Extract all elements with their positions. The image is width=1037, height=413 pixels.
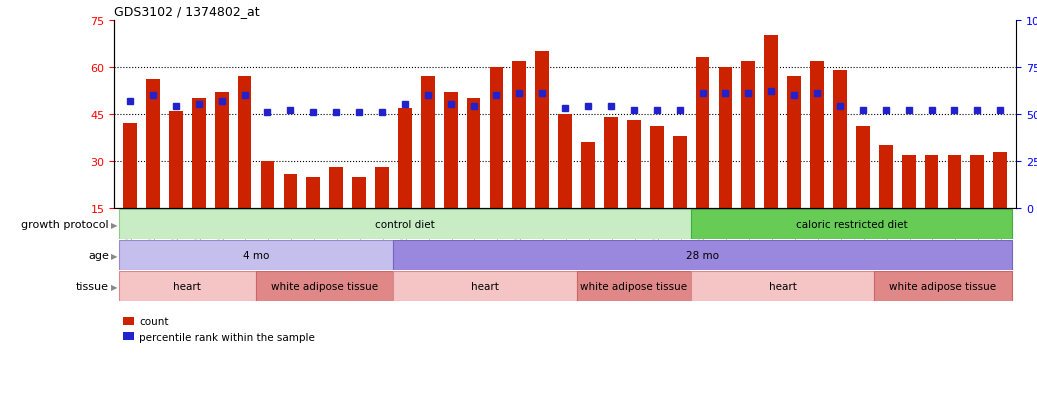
- Text: control diet: control diet: [375, 220, 435, 230]
- Text: GDS3102 / 1374802_at: GDS3102 / 1374802_at: [114, 5, 259, 18]
- Bar: [558, 114, 572, 256]
- Bar: [444, 93, 457, 256]
- Text: 4 mo: 4 mo: [243, 251, 270, 261]
- Bar: [719, 68, 732, 256]
- Text: heart: heart: [768, 282, 796, 292]
- Bar: [330, 168, 343, 256]
- Bar: [925, 155, 938, 256]
- Text: heart: heart: [471, 282, 499, 292]
- Bar: [306, 177, 320, 256]
- Bar: [353, 177, 366, 256]
- Bar: [260, 161, 275, 256]
- Bar: [787, 77, 801, 256]
- Bar: [764, 36, 778, 256]
- Bar: [393, 241, 1012, 271]
- Bar: [879, 146, 893, 256]
- Bar: [123, 124, 137, 256]
- Bar: [118, 210, 691, 240]
- Bar: [283, 174, 298, 256]
- Bar: [993, 152, 1007, 256]
- Bar: [581, 143, 595, 256]
- Text: ▶: ▶: [111, 251, 117, 260]
- Bar: [902, 155, 916, 256]
- Bar: [375, 168, 389, 256]
- Bar: [673, 137, 686, 256]
- Bar: [577, 272, 691, 301]
- Text: white adipose tissue: white adipose tissue: [890, 282, 997, 292]
- Bar: [169, 112, 183, 256]
- Bar: [237, 77, 251, 256]
- Bar: [691, 272, 874, 301]
- Text: 28 mo: 28 mo: [686, 251, 719, 261]
- Bar: [874, 272, 1012, 301]
- Bar: [398, 108, 412, 256]
- Bar: [650, 127, 664, 256]
- Text: white adipose tissue: white adipose tissue: [581, 282, 688, 292]
- Bar: [215, 93, 228, 256]
- Bar: [833, 71, 847, 256]
- Bar: [696, 58, 709, 256]
- Text: caloric restricted diet: caloric restricted diet: [795, 220, 907, 230]
- Bar: [118, 272, 256, 301]
- Bar: [192, 99, 205, 256]
- Text: heart: heart: [173, 282, 201, 292]
- Text: tissue: tissue: [76, 282, 109, 292]
- Bar: [627, 121, 641, 256]
- Bar: [118, 241, 393, 271]
- Bar: [691, 210, 1012, 240]
- Bar: [535, 52, 550, 256]
- Bar: [146, 80, 160, 256]
- Bar: [467, 99, 480, 256]
- Bar: [256, 272, 393, 301]
- Bar: [948, 155, 961, 256]
- Text: white adipose tissue: white adipose tissue: [271, 282, 379, 292]
- Bar: [421, 77, 435, 256]
- Bar: [810, 62, 824, 256]
- Bar: [393, 272, 577, 301]
- Legend: count, percentile rank within the sample: count, percentile rank within the sample: [119, 312, 319, 346]
- Text: ▶: ▶: [111, 282, 117, 291]
- Bar: [512, 62, 526, 256]
- Text: growth protocol: growth protocol: [22, 220, 109, 230]
- Text: age: age: [88, 251, 109, 261]
- Bar: [741, 62, 755, 256]
- Text: ▶: ▶: [111, 220, 117, 229]
- Bar: [971, 155, 984, 256]
- Bar: [605, 118, 618, 256]
- Bar: [489, 68, 503, 256]
- Bar: [856, 127, 870, 256]
